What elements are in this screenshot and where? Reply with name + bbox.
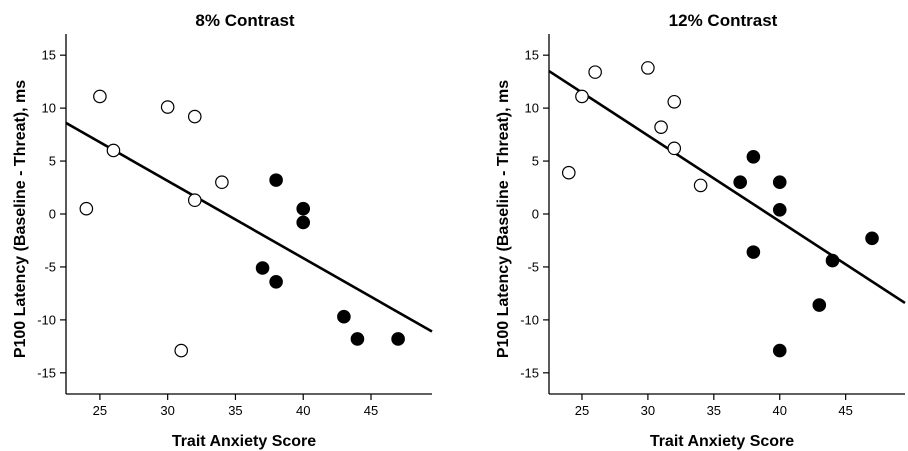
y-tick-label: -10: [37, 312, 56, 327]
data-point-open: [79, 201, 94, 216]
y-tick-label: -15: [520, 365, 539, 380]
x-tick-label: 30: [160, 403, 174, 418]
y-tick-label: 10: [525, 101, 539, 116]
y-tick-label: -5: [527, 259, 539, 274]
data-point-filled: [746, 245, 761, 259]
data-point-filled: [865, 231, 879, 246]
x-axis-title: Trait Anxiety Score: [172, 433, 316, 450]
data-point-open: [588, 65, 602, 79]
data-point-filled: [337, 309, 351, 324]
y-tick-label: -10: [520, 312, 539, 327]
y-axis-title: P100 Latency (Baseline - Threat), ms: [495, 80, 512, 358]
y-tick-label: 0: [49, 207, 56, 222]
data-point-filled: [746, 150, 761, 164]
y-tick-label: 10: [42, 101, 56, 116]
x-tick-label: 40: [773, 403, 787, 418]
data-point-filled: [733, 175, 747, 190]
chart-title: 12% Contrast: [669, 11, 778, 30]
data-point-filled: [269, 274, 283, 289]
data-point-filled: [772, 202, 787, 217]
y-tick-label: 15: [525, 48, 539, 63]
data-point-filled: [350, 332, 365, 346]
data-point-filled: [772, 175, 787, 190]
chart-panel-2: 12% Contrast 15 10 5 0 -5 -10 -15 25 30 35 40 45 Trai…: [495, 11, 906, 450]
y-tick-label: -5: [44, 259, 56, 274]
data-point-filled: [772, 343, 787, 358]
data-point-open: [160, 100, 175, 114]
x-tick-label: 45: [364, 403, 378, 418]
y-tick-label: 15: [42, 48, 56, 63]
data-point-open: [693, 178, 708, 193]
x-tick-label: 25: [575, 403, 589, 418]
data-point-open: [215, 175, 229, 190]
x-tick-label: 40: [296, 403, 310, 418]
x-tick-label: 35: [228, 403, 242, 418]
data-point-open: [93, 89, 107, 104]
data-point-open: [641, 61, 655, 75]
x-tick-label: 35: [707, 403, 721, 418]
data-point-filled: [269, 173, 283, 187]
y-tick-label: 5: [532, 154, 539, 169]
y-axis-title: P100 Latency (Baseline - Threat), ms: [12, 80, 29, 358]
fit-line: [65, 121, 433, 333]
x-tick-label: 30: [641, 403, 655, 418]
data-point-open: [654, 120, 668, 134]
x-axis-title: Trait Anxiety Score: [650, 433, 794, 450]
data-point-open: [575, 89, 589, 104]
data-point-filled: [391, 332, 405, 346]
data-point-open: [106, 143, 121, 158]
y-tick-label: 5: [49, 154, 56, 169]
data-point-filled: [296, 215, 311, 230]
y-tick-label: -15: [37, 365, 56, 380]
data-point-open: [667, 94, 682, 109]
data-point-filled: [296, 201, 311, 216]
data-point-filled: [812, 298, 827, 312]
fit-line: [548, 69, 906, 305]
chart-panel-1: 8% Contrast 15 10 5 0 -5 -10 -15 25 30 35 40 45 Trait…: [12, 11, 433, 450]
data-point-open: [667, 141, 682, 156]
y-tick-label: 0: [532, 207, 539, 222]
data-point-open: [187, 193, 202, 208]
data-point-open: [561, 165, 576, 180]
chart-title: 8% Contrast: [195, 11, 295, 30]
data-point-open: [174, 343, 189, 358]
x-tick-label: 45: [838, 403, 852, 418]
data-point-filled: [825, 253, 840, 268]
x-tick-label: 25: [93, 403, 107, 418]
data-point-filled: [255, 261, 270, 275]
data-point-open: [187, 109, 202, 124]
